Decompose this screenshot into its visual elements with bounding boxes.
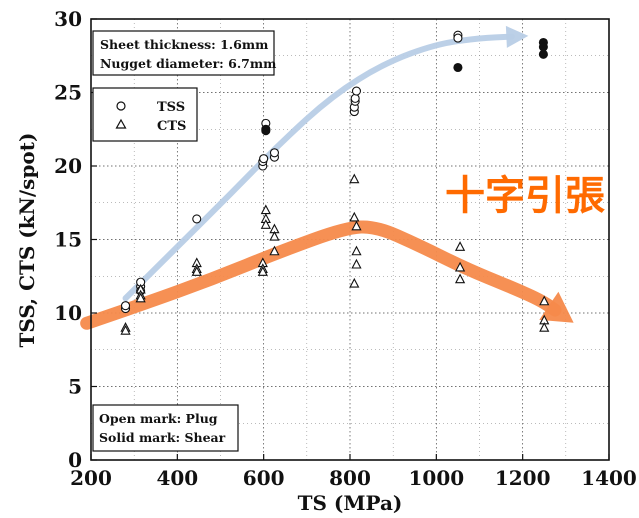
tss-point <box>259 154 269 164</box>
legend-tss-label: TSS <box>157 100 185 115</box>
y-tick-label: 5 <box>68 375 82 399</box>
x-tick-labels: 200 400 600 800 1000 1200 1400 <box>70 454 637 490</box>
trend-arrows <box>80 25 574 330</box>
cts-point <box>351 258 362 269</box>
y-axis-label: TSS, CTS (kN/spot) <box>15 133 39 348</box>
cts-point <box>454 241 466 251</box>
legend-tss-marker <box>116 101 126 111</box>
x-tick-label: 1400 <box>581 466 637 490</box>
tss-point <box>351 86 362 96</box>
tss-arrow-head <box>505 25 529 48</box>
y-tick-labels: 0 5 10 15 20 25 30 <box>54 7 97 472</box>
x-tick-label: 600 <box>243 466 285 490</box>
x-tick-label: 800 <box>329 466 371 490</box>
x-tick-label: 1000 <box>408 466 464 490</box>
cts-point <box>454 261 466 272</box>
cts-point <box>120 324 131 335</box>
y-tick-label: 30 <box>54 7 82 31</box>
tss-point <box>269 148 280 158</box>
cts-point <box>349 277 360 288</box>
info-nugget-diameter: Nugget diameter: 6.7mm <box>100 56 276 71</box>
tss-point <box>261 126 271 136</box>
tss-point <box>192 214 202 224</box>
mark-open-plug: Open mark: Plug <box>99 411 218 426</box>
tss-trend-arrow <box>122 33 515 302</box>
cts-point <box>260 219 271 229</box>
info-sheet-thickness: Sheet thickness: 1.6mm <box>100 37 268 52</box>
cross-tension-annotation: 十字引張 <box>445 173 605 219</box>
tss-point <box>120 301 131 311</box>
cts-point <box>351 220 362 231</box>
x-tick-label: 200 <box>70 466 112 490</box>
legend-cts-marker <box>115 118 127 129</box>
cts-point <box>191 266 202 276</box>
y-tick-label: 25 <box>54 81 82 105</box>
data-points <box>120 30 550 335</box>
cts-point <box>539 322 550 332</box>
legend-cts-label: CTS <box>157 119 186 134</box>
tss-point <box>538 49 548 59</box>
cts-point <box>349 211 360 222</box>
cts-point <box>539 295 550 306</box>
mark-solid-shear: Solid mark: Shear <box>99 430 226 445</box>
cts-trend-arrow <box>80 220 562 330</box>
x-axis-label: TS (MPa) <box>298 491 403 515</box>
cts-point <box>269 230 280 241</box>
tss-point <box>453 62 463 73</box>
cts-point <box>454 273 466 284</box>
mark-box: Open mark: Plug Solid mark: Shear <box>92 404 239 452</box>
cts-point <box>269 245 280 256</box>
cts-point <box>260 204 271 215</box>
cts-point <box>351 245 362 256</box>
y-tick-label: 20 <box>54 154 82 178</box>
tss-point <box>350 93 360 103</box>
legend: TSS CTS <box>92 87 198 142</box>
x-tick-label: 400 <box>156 466 198 490</box>
x-tick-label: 1200 <box>495 466 551 490</box>
info-box: Sheet thickness: 1.6mm Nugget diameter: … <box>92 30 276 76</box>
cts-point <box>135 292 146 303</box>
y-tick-label: 15 <box>54 228 82 252</box>
cts-point <box>257 266 268 276</box>
tss-point <box>453 33 463 43</box>
y-tick-label: 0 <box>68 448 82 472</box>
y-tick-label: 10 <box>54 301 82 325</box>
cts-point <box>349 173 360 184</box>
cts-arrow-head <box>539 291 574 323</box>
